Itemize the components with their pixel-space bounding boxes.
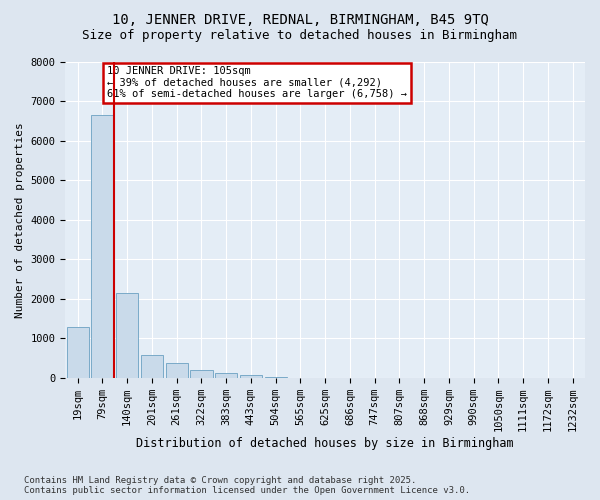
X-axis label: Distribution of detached houses by size in Birmingham: Distribution of detached houses by size … xyxy=(136,437,514,450)
Text: 10, JENNER DRIVE, REDNAL, BIRMINGHAM, B45 9TQ: 10, JENNER DRIVE, REDNAL, BIRMINGHAM, B4… xyxy=(112,12,488,26)
Text: Size of property relative to detached houses in Birmingham: Size of property relative to detached ho… xyxy=(83,29,517,42)
Bar xyxy=(190,370,212,378)
Bar xyxy=(67,326,89,378)
Y-axis label: Number of detached properties: Number of detached properties xyxy=(15,122,25,318)
Bar xyxy=(215,373,237,378)
Bar xyxy=(240,376,262,378)
Text: Contains HM Land Registry data © Crown copyright and database right 2025.
Contai: Contains HM Land Registry data © Crown c… xyxy=(24,476,470,495)
Text: 10 JENNER DRIVE: 105sqm
← 39% of detached houses are smaller (4,292)
61% of semi: 10 JENNER DRIVE: 105sqm ← 39% of detache… xyxy=(107,66,407,100)
Bar xyxy=(141,354,163,378)
Bar xyxy=(116,293,138,378)
Bar xyxy=(166,363,188,378)
Bar xyxy=(265,377,287,378)
Bar xyxy=(91,115,113,378)
